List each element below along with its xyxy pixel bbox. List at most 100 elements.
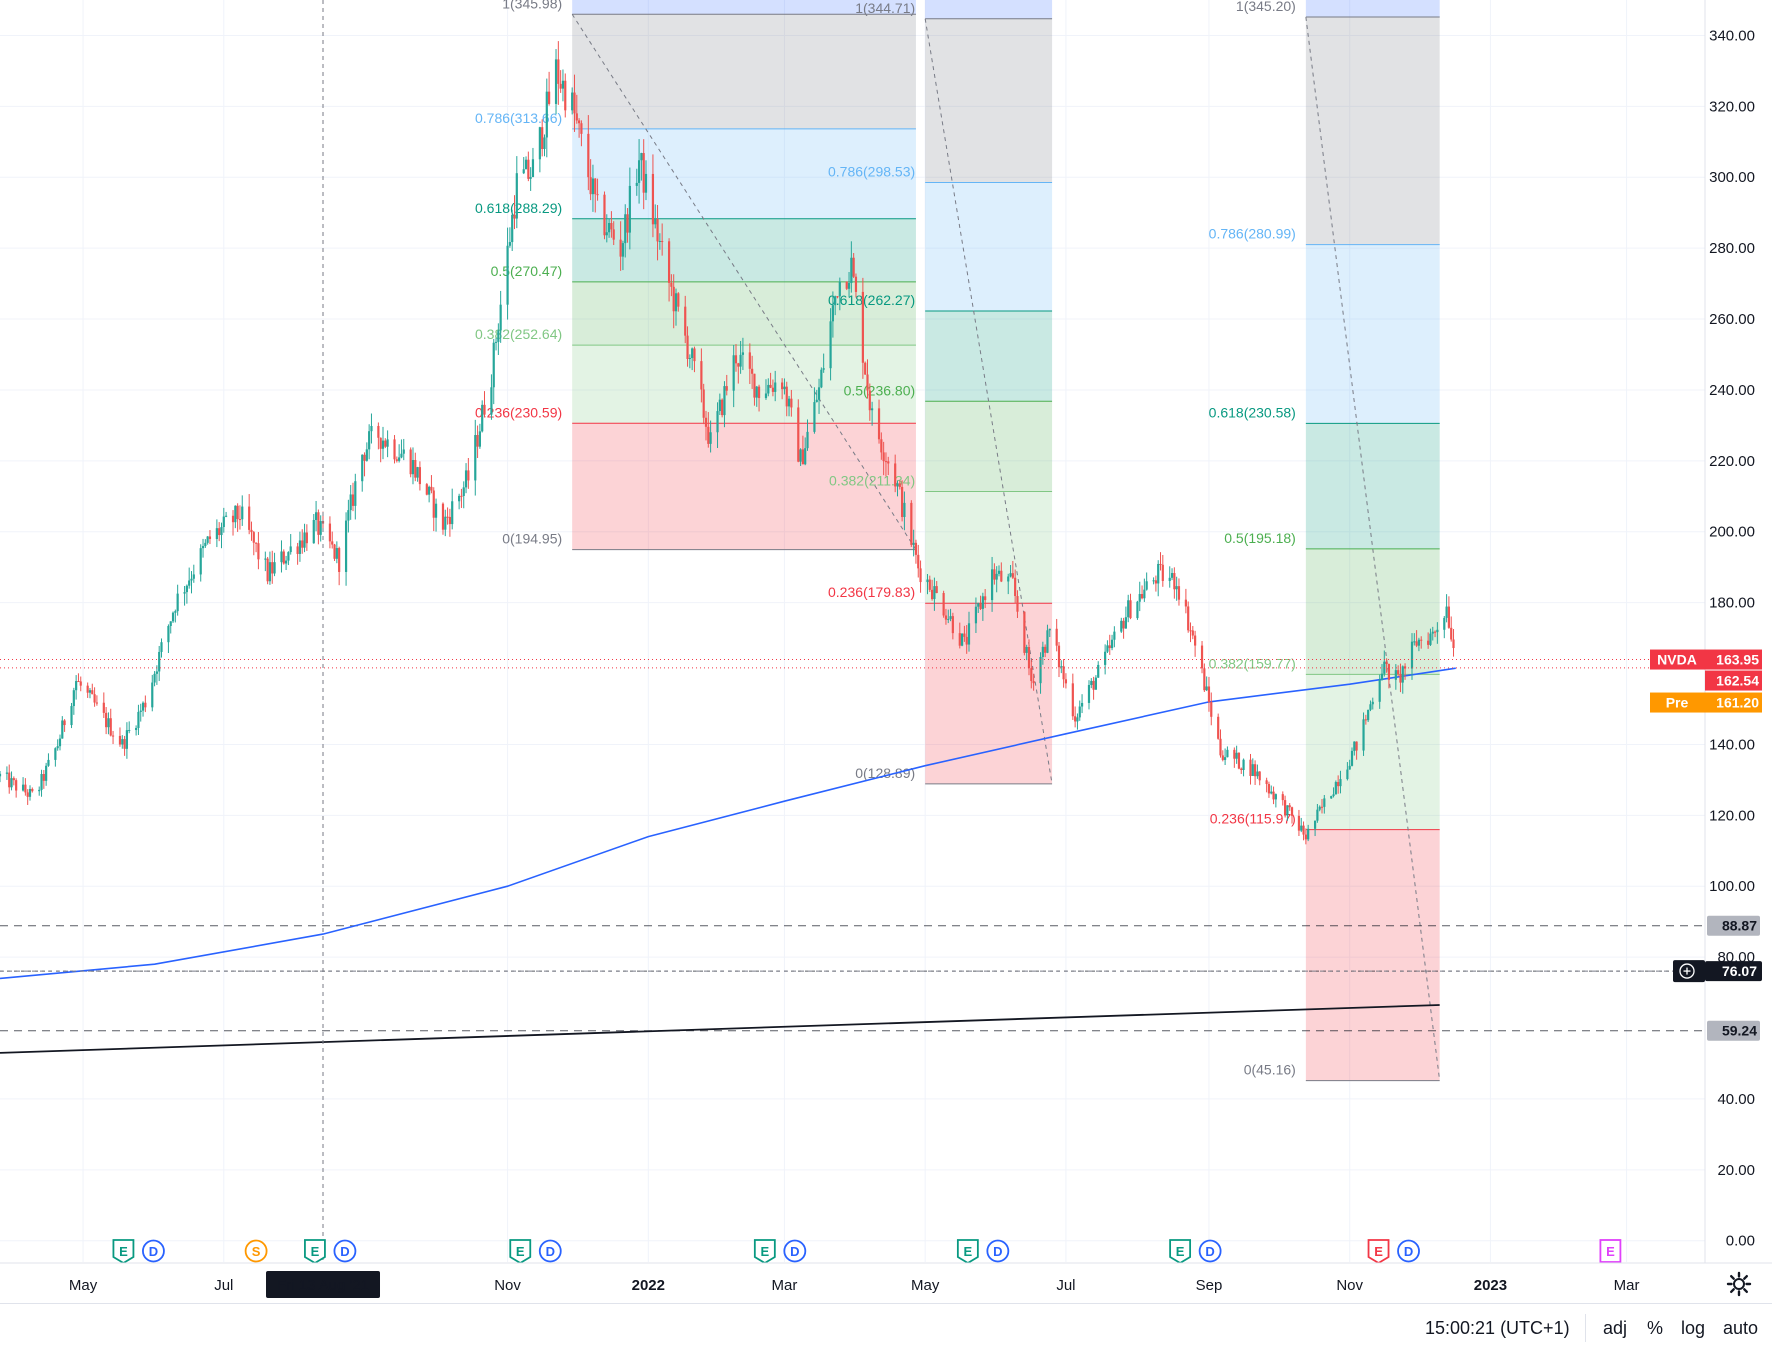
trend-lines[interactable] bbox=[0, 667, 1456, 1054]
dividend-icon[interactable] bbox=[783, 1239, 807, 1263]
candle-body bbox=[1009, 573, 1012, 577]
fib-retracements[interactable]: 0(194.95) 0.236(230.59) 0.382(252.64) 0.5(2… bbox=[475, 0, 1441, 1082]
candle-body bbox=[58, 738, 62, 747]
earnings-icon[interactable] bbox=[1599, 1239, 1622, 1263]
dividend-icon[interactable] bbox=[142, 1239, 165, 1263]
candle-body bbox=[331, 541, 334, 545]
earnings-icon[interactable] bbox=[509, 1239, 532, 1265]
earnings-icon-glyph: E bbox=[1374, 1244, 1383, 1259]
settings-gear-icon[interactable] bbox=[1726, 1271, 1752, 1297]
candle-body bbox=[1258, 771, 1261, 781]
adj-toggle[interactable]: adj bbox=[1603, 1318, 1628, 1338]
crosshair-plus-icon[interactable] bbox=[1673, 960, 1705, 983]
candle-body bbox=[252, 532, 255, 543]
earnings-icon[interactable] bbox=[1367, 1239, 1390, 1265]
candle-body bbox=[1078, 706, 1081, 718]
fib-level-label: 1(345.98) bbox=[502, 0, 562, 11]
fib-zone bbox=[1305, 17, 1440, 245]
candle-body bbox=[1415, 641, 1418, 646]
price-chart[interactable]: 0(194.95) 0.236(230.59) 0.382(252.64) 0.5(2… bbox=[0, 0, 1772, 1303]
candle-body bbox=[1307, 828, 1310, 840]
candle-body bbox=[349, 494, 352, 511]
auto-scale-toggle[interactable]: auto bbox=[1723, 1318, 1759, 1338]
candle-body bbox=[1039, 656, 1042, 684]
dividend-icon-glyph: D bbox=[993, 1244, 1002, 1259]
candle-body bbox=[1330, 796, 1333, 799]
candle-body bbox=[1048, 628, 1051, 631]
dividend-icon[interactable] bbox=[1198, 1239, 1222, 1263]
percent-scale-toggle[interactable]: % bbox=[1647, 1318, 1664, 1338]
log-scale-toggle[interactable]: log bbox=[1681, 1318, 1706, 1338]
fib-retracement[interactable]: 0(194.95) 0.236(230.59) 0.382(252.64) 0.5(2… bbox=[475, 0, 917, 551]
moving-average-line[interactable] bbox=[0, 667, 1456, 980]
candle-body bbox=[591, 178, 595, 195]
candle-body bbox=[248, 506, 251, 530]
candle-body bbox=[1210, 702, 1213, 717]
candle-body bbox=[444, 516, 447, 530]
level-tag-label: 59.24 bbox=[1722, 1023, 1757, 1039]
candle-body bbox=[1270, 791, 1273, 794]
candle-body bbox=[642, 153, 645, 193]
candle-body bbox=[1290, 807, 1294, 816]
dividend-icon[interactable] bbox=[1397, 1239, 1420, 1263]
earnings-icon[interactable] bbox=[1169, 1239, 1192, 1265]
fib-level-label: 0.5(195.18) bbox=[1224, 530, 1296, 546]
price-axis[interactable]: 340.00 320.00 300.00 280.00 260.00 240.00 220.… bbox=[1704, 0, 1772, 1263]
candle-body bbox=[24, 784, 27, 793]
candle-body bbox=[670, 282, 673, 287]
dividend-icon[interactable] bbox=[538, 1239, 562, 1263]
fib-retracement[interactable]: 0(45.16) 0.236(115.97) 0.382(159.77) 0.5(19… bbox=[1209, 0, 1441, 1082]
trend-line[interactable] bbox=[0, 1004, 1440, 1054]
candle-body bbox=[441, 503, 445, 530]
event-marker-group[interactable]: E bbox=[1599, 1239, 1622, 1263]
candle-body bbox=[1348, 765, 1351, 770]
candle-body bbox=[474, 435, 477, 481]
earnings-icon[interactable] bbox=[304, 1239, 326, 1265]
candle-body bbox=[1170, 573, 1174, 578]
candle-body bbox=[559, 83, 562, 89]
candle-body bbox=[1355, 741, 1358, 751]
time-axis[interactable]: May Jul Nov 2022 Mar May Jul Sep Nov 2023 Mar Fri 1… bbox=[0, 1262, 1772, 1303]
split-icon[interactable] bbox=[244, 1239, 268, 1263]
earnings-icon[interactable] bbox=[112, 1239, 135, 1265]
fib-retracement[interactable]: 0(128.89) 0.236(179.83) 0.382(211.34) 0.5(2… bbox=[828, 0, 1053, 785]
clock-readout[interactable]: 15:00:21 (UTC+1) bbox=[1425, 1318, 1570, 1338]
candle-body bbox=[273, 562, 276, 574]
candle-body bbox=[476, 435, 479, 447]
fib-level-label: 0.618(262.27) bbox=[828, 292, 915, 308]
candle-body bbox=[125, 730, 128, 749]
price-tag-value: 163.95 bbox=[1716, 652, 1759, 668]
candle-body bbox=[250, 529, 253, 533]
crosshair bbox=[0, 0, 1705, 1262]
candle-body bbox=[72, 690, 75, 707]
candle-body bbox=[201, 546, 205, 549]
earnings-icon[interactable] bbox=[753, 1239, 776, 1265]
candle-body bbox=[640, 153, 643, 161]
candle-body bbox=[1297, 815, 1301, 831]
price-tick-label: 240.00 bbox=[1709, 382, 1755, 399]
candle-body bbox=[1044, 646, 1047, 653]
dividend-icon[interactable] bbox=[986, 1239, 1010, 1263]
earnings-icon-glyph: E bbox=[311, 1244, 320, 1259]
candle-body bbox=[1288, 805, 1291, 808]
earnings-icon[interactable] bbox=[956, 1239, 979, 1265]
candle-body bbox=[580, 123, 583, 134]
candle-body bbox=[1145, 581, 1148, 590]
candle-body bbox=[370, 425, 373, 432]
horizontal-lines[interactable] bbox=[0, 925, 1705, 1032]
candle-body bbox=[1447, 606, 1451, 628]
price-tick-label: 120.00 bbox=[1709, 807, 1755, 824]
candle-body bbox=[1194, 635, 1197, 646]
event-marker-group[interactable]: S bbox=[244, 1239, 268, 1263]
fib-zone bbox=[925, 603, 1053, 784]
candle-body bbox=[769, 384, 772, 388]
dividend-icon[interactable] bbox=[333, 1239, 357, 1263]
